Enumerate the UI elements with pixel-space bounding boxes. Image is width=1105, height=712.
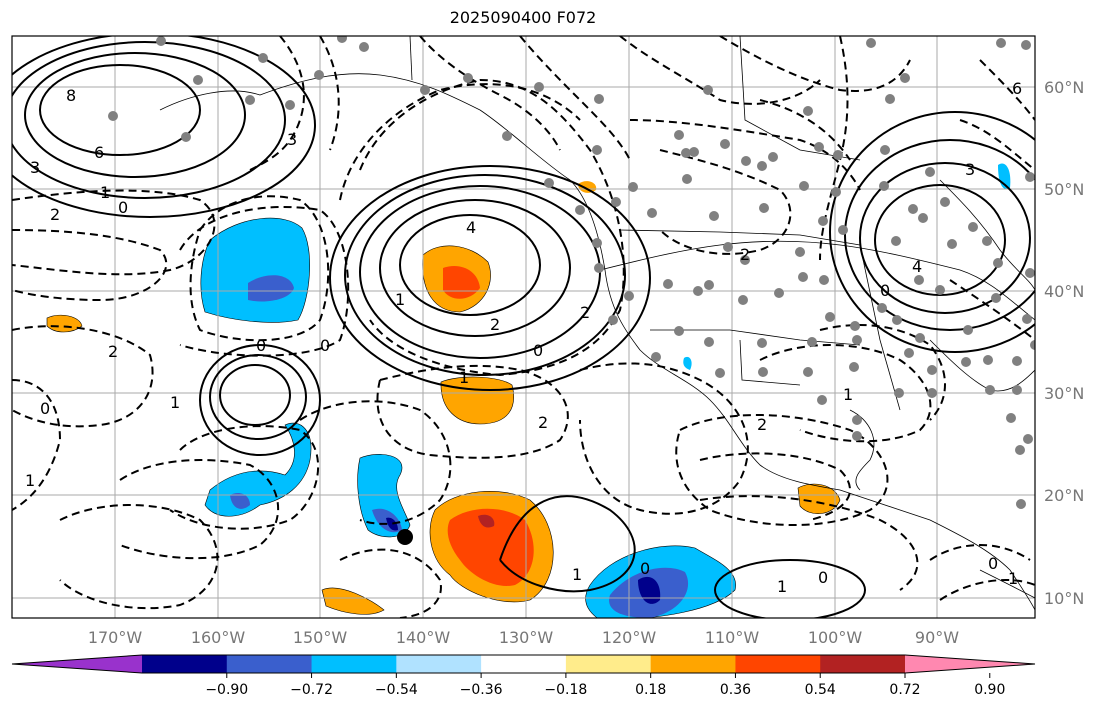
contour-label: 1 (459, 368, 469, 387)
contour-label: 3 (965, 160, 975, 179)
map-title: 2025090400 F072 (449, 8, 597, 27)
contour-label: 3 (287, 130, 297, 149)
colorbar-tick-label: −0.36 (460, 682, 503, 698)
contour-label: 1 (25, 471, 35, 490)
colorbar-extend-low (12, 655, 142, 673)
colorbar-tick-label: 0.90 (974, 682, 1005, 698)
station-dots (108, 36, 1035, 509)
colorbar-tick-label: 0.18 (635, 682, 666, 698)
contour-label: 4 (912, 257, 922, 276)
colorbar-tick-label: 0.72 (889, 682, 920, 698)
contour-label: 0 (256, 336, 266, 355)
colorbar-segment (735, 655, 821, 673)
colorbar-segment (311, 655, 397, 673)
blue-region-sw (204, 422, 312, 517)
lon-tick: 130°W (499, 628, 554, 647)
lon-tick: 170°W (88, 628, 143, 647)
contour-label: 2 (538, 413, 548, 432)
lat-tick: 60°N (1044, 78, 1084, 97)
contour-label: 1 (777, 577, 787, 596)
contour-label: 6 (94, 143, 104, 162)
contour-label: 2 (490, 315, 500, 334)
colorbar-outline (11, 654, 1036, 674)
colorbar-extend-high (905, 655, 1035, 673)
colorbar-segment (565, 655, 652, 673)
contour-label: 2 (50, 205, 60, 224)
colorbar-segment (650, 655, 736, 673)
latitude-labels: 60°N 50°N 40°N 30°N 20°N 10°N (1044, 78, 1084, 608)
storm-position-marker (397, 529, 413, 545)
colorbar-segment (396, 655, 482, 673)
lon-tick: 150°W (293, 628, 348, 647)
lon-tick: 100°W (808, 628, 863, 647)
orange-region-west (46, 314, 83, 333)
lon-tick: 110°W (705, 628, 760, 647)
lat-tick: 40°N (1044, 282, 1084, 301)
colorbar-tick-label: −0.18 (544, 682, 587, 698)
contour-label: 3 (30, 158, 40, 177)
contour-label: 1 (170, 393, 180, 412)
lon-tick: 120°W (602, 628, 657, 647)
contour-label: 1 (843, 385, 853, 404)
colorbar-segment (820, 655, 906, 673)
contour-label: 0 (118, 198, 128, 217)
lat-tick: 50°N (1044, 180, 1084, 199)
orange-region-small (321, 587, 385, 615)
colorbar-segment (226, 655, 313, 673)
contour-label: 8 (66, 86, 76, 105)
contour-label: 1 (395, 290, 405, 309)
contour-label: 2 (757, 415, 767, 434)
contour-label-group: 8 6 3 1 0 2 3 4 2 1 0 2 0 1 2 2 1 0 1 0 … (25, 79, 1022, 596)
contour-label: 0 (988, 554, 998, 573)
lon-tick: 90°W (915, 628, 959, 647)
colorbar-segment (481, 655, 567, 673)
lat-tick: 30°N (1044, 384, 1084, 403)
contour-label: 2 (740, 245, 750, 264)
lat-tick: 10°N (1044, 589, 1084, 608)
orange-region-mexico (797, 483, 841, 514)
blue-region-center (357, 454, 411, 538)
contour-label: 0 (818, 568, 828, 587)
contour-label: 6 (1012, 79, 1022, 98)
contour-label: 0 (640, 559, 650, 578)
colorbar: −0.90 −0.72 −0.54 −0.36 −0.18 0.18 0.36 0.54 0.7… (11, 654, 1036, 698)
lat-tick: 20°N (1044, 486, 1084, 505)
contour-label: 4 (466, 218, 476, 237)
contour-label: 1 (1008, 569, 1018, 588)
contour-label: 0 (533, 341, 543, 360)
contour-label: 0 (880, 281, 890, 300)
colorbar-tick-label: 0.36 (720, 682, 751, 698)
colorbar-tick-label: −0.72 (290, 682, 333, 698)
colorbar-segment (142, 655, 228, 673)
contour-label: 2 (580, 303, 590, 322)
lon-tick: 160°W (191, 628, 246, 647)
longitude-labels: 170°W 160°W 150°W 140°W 130°W 120°W 110°… (88, 628, 959, 647)
colorbar-tick-label: 0.54 (805, 682, 836, 698)
contour-lines (12, 36, 1035, 618)
lon-tick: 140°W (396, 628, 451, 647)
colorbar-tick-label: −0.54 (375, 682, 418, 698)
contour-label: 0 (40, 399, 50, 418)
colorbar-tick-label: −0.90 (205, 682, 248, 698)
contour-label: 2 (108, 342, 118, 361)
contour-label: 0 (320, 336, 330, 355)
contour-label: 1 (572, 565, 582, 584)
contour-label: 1 (100, 183, 110, 202)
plot-frame (11, 35, 1036, 619)
